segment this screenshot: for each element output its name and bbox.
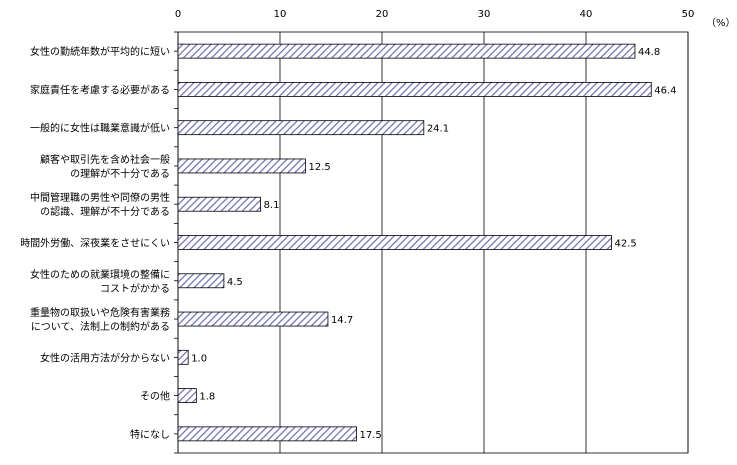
category-label: 重量物の取扱いや危険有害業務について、法制上の制約がある bbox=[30, 306, 170, 333]
bar bbox=[177, 82, 652, 97]
value-label: 8.1 bbox=[264, 200, 280, 211]
category-label: 時間外労働、深夜業をさせにくい bbox=[20, 237, 170, 250]
value-label: 4.5 bbox=[227, 277, 243, 288]
value-label: 24.1 bbox=[427, 124, 449, 135]
category-label: 一般的に女性は職業意識が低い bbox=[30, 122, 170, 135]
bar bbox=[177, 196, 262, 212]
x-tick-label: 0 bbox=[175, 9, 181, 20]
bar bbox=[177, 311, 329, 327]
bar bbox=[177, 120, 425, 136]
bar bbox=[177, 388, 197, 403]
category-label: 女性の勤続年数が平均的に短い bbox=[30, 45, 170, 58]
category-label: 女性の活用方法が分からない bbox=[40, 351, 170, 364]
x-tick-labels: 0 10 20 30 40 50 bbox=[175, 9, 695, 20]
x-tick-label: 20 bbox=[376, 9, 389, 20]
value-label: 12.5 bbox=[309, 162, 331, 173]
bars bbox=[177, 43, 652, 442]
bar bbox=[177, 273, 225, 289]
category-label: 中間管理職の男性や同僚の男性の認識、理解が不十分である bbox=[30, 191, 170, 218]
bar bbox=[177, 426, 357, 442]
value-labels: 44.8 46.4 24.1 12.5 8.1 42.5 4.5 14.7 1.0 1.8 17.5 bbox=[191, 47, 676, 441]
bar bbox=[177, 158, 306, 174]
category-label: その他 bbox=[140, 390, 170, 403]
category-label: 特になし bbox=[130, 429, 170, 441]
value-label: 1.8 bbox=[199, 392, 215, 403]
category-label: 家庭責任を考慮する必要がある bbox=[30, 83, 170, 96]
category-labels: 女性の勤続年数が平均的に短い家庭責任を考慮する必要がある一般的に女性は職業意識が… bbox=[20, 45, 170, 441]
x-tick-label: 30 bbox=[478, 9, 491, 20]
bar bbox=[177, 349, 189, 365]
value-label: 42.5 bbox=[615, 239, 637, 250]
x-tick-label: 50 bbox=[682, 9, 695, 20]
bar bbox=[177, 43, 636, 59]
unit-label: （%） bbox=[706, 17, 736, 29]
value-label: 17.5 bbox=[360, 430, 382, 441]
category-label: 女性のための就業環境の整備にコストがかかる bbox=[30, 268, 170, 295]
x-tick-label: 10 bbox=[274, 9, 287, 20]
bar bbox=[177, 235, 612, 250]
value-label: 14.7 bbox=[331, 315, 353, 326]
category-label: 顧客や取引先を含め社会一般の理解が不十分である bbox=[40, 153, 170, 180]
x-tick-label: 40 bbox=[580, 9, 593, 20]
value-label: 46.4 bbox=[654, 85, 676, 96]
value-label: 1.0 bbox=[191, 353, 207, 364]
value-label: 44.8 bbox=[638, 47, 660, 58]
